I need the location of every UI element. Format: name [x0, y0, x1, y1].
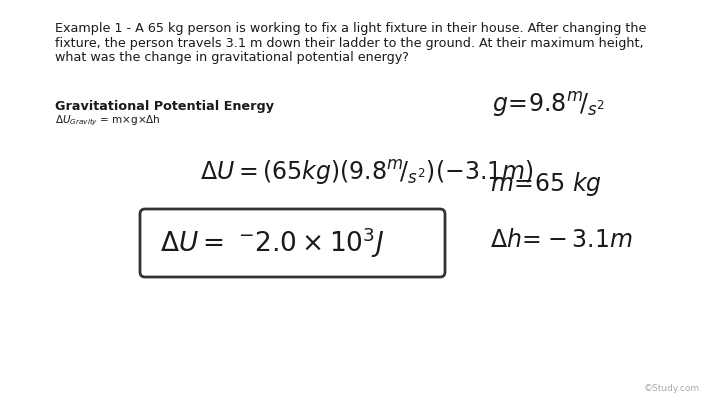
Text: what was the change in gravitational potential energy?: what was the change in gravitational pot…	[55, 51, 409, 64]
Text: $\Delta U = \ ^{-}2.0 \times 10^{3}J$: $\Delta U = \ ^{-}2.0 \times 10^{3}J$	[160, 225, 385, 259]
Text: Gravitational Potential Energy: Gravitational Potential Energy	[55, 100, 274, 113]
Text: $m\!=\!65\ kg$: $m\!=\!65\ kg$	[490, 170, 602, 198]
Text: Example 1 - A 65 kg person is working to fix a light fixture in their house. Aft: Example 1 - A 65 kg person is working to…	[55, 22, 646, 35]
Text: $g\!=\!9.8^{m}\!/_{s^2}$: $g\!=\!9.8^{m}\!/_{s^2}$	[492, 90, 605, 119]
Text: ©Study.com: ©Study.com	[644, 383, 700, 392]
FancyBboxPatch shape	[140, 209, 445, 277]
Text: $\Delta U = (65kg)(9.8^{m}\!/_{s^2})(-3.1m)$: $\Delta U = (65kg)(9.8^{m}\!/_{s^2})(-3.…	[200, 158, 533, 186]
Text: $\Delta U_{Gravity}$ = m×g×Δh: $\Delta U_{Gravity}$ = m×g×Δh	[55, 114, 161, 128]
Text: $\Delta h\!=\!-3.1m$: $\Delta h\!=\!-3.1m$	[490, 227, 633, 251]
Text: fixture, the person travels 3.1 m down their ladder to the ground. At their maxi: fixture, the person travels 3.1 m down t…	[55, 36, 644, 49]
